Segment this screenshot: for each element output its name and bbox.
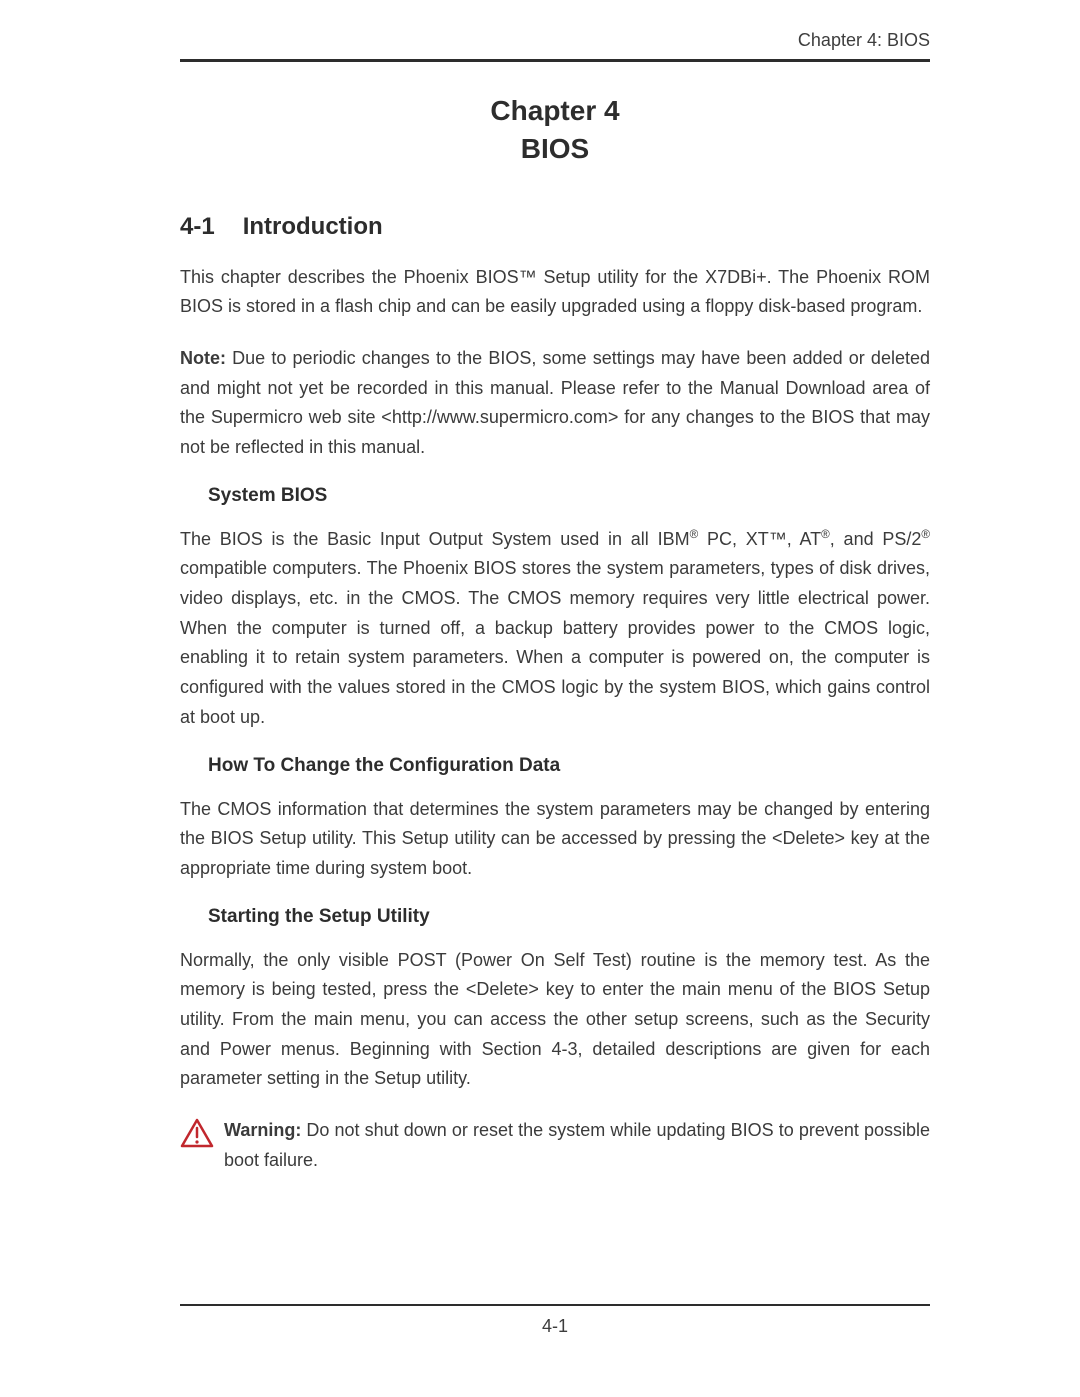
note-label: Note:	[180, 348, 226, 368]
chapter-line2: BIOS	[180, 130, 930, 168]
subhead-change-config: How To Change the Configuration Data	[208, 755, 930, 777]
warning-label: Warning:	[224, 1120, 301, 1140]
change-config-paragraph: The CMOS information that determines the…	[180, 795, 930, 884]
chapter-line1: Chapter 4	[180, 92, 930, 130]
warning-block: Warning: Do not shut down or reset the s…	[180, 1116, 930, 1175]
warning-icon	[180, 1116, 214, 1153]
section-number: 4-1	[180, 213, 215, 241]
system-bios-paragraph: The BIOS is the Basic Input Output Syste…	[180, 525, 930, 733]
section-title: Introduction	[243, 213, 383, 241]
warning-body: Do not shut down or reset the system whi…	[224, 1120, 930, 1170]
intro-paragraph: This chapter describes the Phoenix BIOS™…	[180, 263, 930, 322]
section-heading: 4-1 Introduction	[180, 213, 930, 241]
subhead-starting-setup: Starting the Setup Utility	[208, 906, 930, 928]
subhead-system-bios: System BIOS	[208, 485, 930, 507]
page: Chapter 4: BIOS Chapter 4 BIOS 4-1 Intro…	[0, 0, 1080, 1397]
starting-setup-paragraph: Normally, the only visible POST (Power O…	[180, 946, 930, 1094]
page-number: 4-1	[180, 1316, 930, 1337]
running-head: Chapter 4: BIOS	[180, 30, 930, 51]
note-text: Due to periodic changes to the BIOS, som…	[180, 348, 930, 457]
top-rule	[180, 59, 930, 62]
chapter-title: Chapter 4 BIOS	[180, 92, 930, 168]
bottom-rule	[180, 1304, 930, 1306]
note-paragraph: Note: Due to periodic changes to the BIO…	[180, 344, 930, 463]
warning-text: Warning: Do not shut down or reset the s…	[224, 1116, 930, 1175]
footer: 4-1	[180, 1304, 930, 1337]
